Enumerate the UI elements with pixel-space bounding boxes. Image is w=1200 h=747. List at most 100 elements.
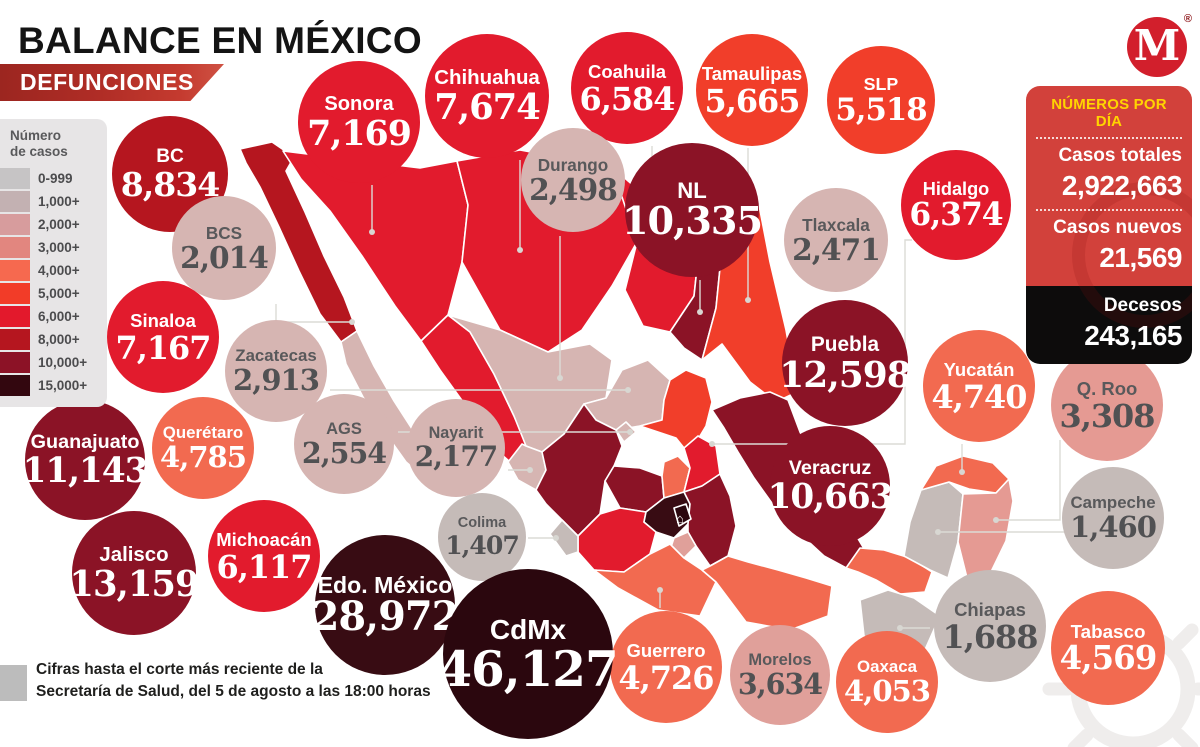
state-name: Chiapas (954, 599, 1026, 621)
legend-swatch (0, 283, 30, 305)
legend-item: 8,000+ (0, 328, 107, 351)
state-value: 2,471 (792, 231, 881, 267)
divider (1036, 137, 1182, 139)
legend-swatch (0, 191, 30, 213)
state-name: Campeche (1070, 493, 1156, 513)
map-state-pue (683, 473, 737, 567)
state-value: 5,665 (704, 81, 801, 120)
state-bubble-col: Colima 1,407 (438, 493, 526, 581)
state-value: 11,143 (22, 451, 149, 492)
new-cases-value: 21,569 (1099, 242, 1182, 273)
state-bubble-cdmx: CdMx 46,127 (438, 569, 619, 739)
state-value: 1,688 (942, 617, 1039, 656)
legend-swatch (0, 329, 30, 351)
map-state-cdmx (673, 503, 692, 527)
legend-label: 8,000+ (38, 332, 80, 348)
state-value: 12,598 (779, 353, 911, 396)
state-value: 2,498 (529, 171, 618, 207)
state-name: Coahuila (588, 61, 666, 83)
state-bubble-son: Sonora 7,169 (298, 61, 420, 183)
capital-house-icon: ⌂ (676, 511, 684, 526)
state-name: Sinaloa (130, 310, 196, 332)
state-bubble-sin: Sinaloa 7,167 (107, 281, 219, 393)
state-bubble-zac: Zacatecas 2,913 (225, 320, 327, 422)
state-bubble-gro: Guerrero 4,726 (610, 611, 722, 723)
state-bubble-gto: Guanajuato 11,143 (22, 400, 149, 520)
legend-label: 5,000+ (38, 286, 80, 302)
state-name: Morelos (748, 650, 812, 669)
legend-rows: 0-999 1,000+ 2,000+ 3,000+ 4,000+ 5,000+ 6,000… (0, 167, 107, 397)
state-bubble-oax: Oaxaca 4,053 (836, 631, 938, 733)
state-value: 4,740 (931, 377, 1028, 416)
legend-swatch (0, 260, 30, 282)
state-name: SLP (863, 74, 899, 95)
legend-item: 5,000+ (0, 282, 107, 305)
state-name: Guerrero (626, 640, 706, 662)
legend-label: 10,000+ (38, 355, 88, 371)
state-bubble-yuc: Yucatán 4,740 (923, 330, 1035, 442)
state-bubble-mich: Michoacán 6,117 (208, 500, 320, 612)
state-name: Jalisco (99, 543, 169, 567)
page-title-emphasis: MÉXICO (274, 20, 422, 61)
map-state-col (549, 519, 579, 557)
state-bubble-bcs: BCS 2,014 (172, 196, 276, 300)
panel-header: NÚMEROS POR DÍA (1051, 96, 1167, 130)
numbers-panel: NÚMEROS POR DÍA Casos totales 2,922,663 … (1026, 86, 1192, 364)
state-name: Durango (537, 154, 609, 175)
new-cases-label: Casos nuevos (1053, 217, 1182, 238)
state-name: Edo. México (317, 571, 453, 598)
state-bubble-mor: Morelos 3,634 (730, 625, 830, 725)
state-bubble-tamps: Tamaulipas 5,665 (696, 34, 808, 146)
state-bubble-qro: Querétaro 4,785 (152, 397, 254, 499)
milenio-logo-disc: M (1127, 17, 1187, 77)
deaths-label: Decesos (1103, 295, 1182, 316)
state-name: Tabasco (1070, 620, 1146, 642)
state-name: Q. Roo (1076, 378, 1138, 400)
state-name: Veracruz (788, 457, 872, 480)
state-name: Chihuahua (434, 66, 540, 90)
state-bubble-qroo: Q. Roo 3,308 (1051, 349, 1163, 461)
state-bubble-tlax: Tlaxcala 2,471 (784, 188, 888, 292)
state-bubble-nl: NL 10,335 (622, 143, 763, 277)
legend: Número de casos 0-999 1,000+ 2,000+ 3,000+ 4… (0, 119, 107, 408)
state-bubble-dgo: Durango 2,498 (521, 128, 625, 232)
state-name: Colima (457, 515, 507, 532)
legend-title: Número de casos (10, 128, 68, 160)
state-bubble-coah: Coahuila 6,584 (571, 32, 683, 144)
state-name: Hidalgo (922, 178, 990, 199)
state-bubble-camp: Campeche 1,460 (1062, 467, 1164, 569)
state-value: 4,569 (1059, 638, 1158, 678)
legend-label: 3,000+ (38, 240, 80, 256)
legend-label: 6,000+ (38, 309, 80, 325)
deaths-section: Decesos 243,165 (1026, 286, 1192, 364)
state-name: NL (677, 178, 707, 204)
state-value: 2,913 (232, 363, 320, 398)
milenio-logo: M ® (1127, 13, 1192, 77)
state-value: 4,726 (618, 658, 715, 697)
state-name: Querétaro (162, 423, 244, 443)
legend-label: 1,000+ (38, 194, 80, 210)
legend-swatch (0, 237, 30, 259)
state-value: 6,584 (579, 79, 676, 118)
state-value: 8,834 (120, 165, 220, 205)
state-value: 7,169 (307, 113, 412, 155)
legend-label: 0-999 (38, 171, 73, 187)
state-value: 1,460 (1069, 510, 1157, 545)
state-value: 2,177 (414, 440, 498, 474)
map-state-slp (639, 369, 713, 449)
state-value: 4,053 (843, 674, 931, 709)
legend-item: 2,000+ (0, 213, 107, 236)
state-value: 28,972 (311, 594, 460, 641)
legend-swatch (0, 352, 30, 374)
state-bubble-ags: AGS 2,554 (294, 394, 394, 494)
state-name: Tlaxcala (802, 214, 870, 235)
state-bubble-slp: SLP 5,518 (827, 46, 935, 154)
legend-label: 15,000+ (38, 378, 88, 394)
deaths-value: 243,165 (1084, 320, 1182, 351)
total-cases-label: Casos totales (1058, 145, 1182, 166)
state-value: 7,674 (434, 86, 541, 128)
state-name: BC (156, 146, 184, 168)
milenio-logo-letter: M (1133, 20, 1181, 70)
